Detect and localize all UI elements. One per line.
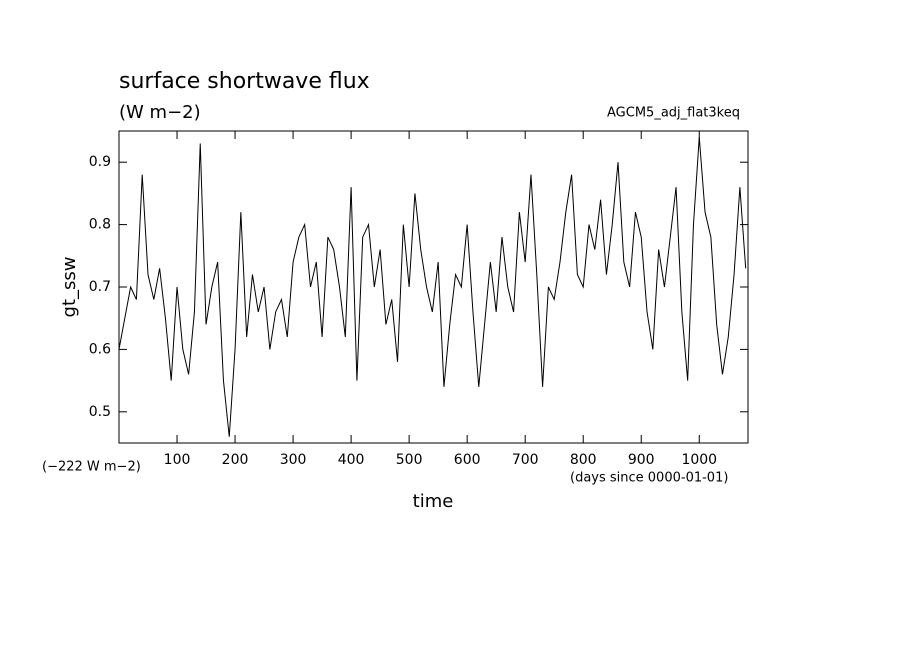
x-tick-label: 700 — [512, 452, 539, 468]
chart-subtitle: (W m−2) — [119, 102, 201, 123]
data-line — [118, 137, 747, 437]
y-tick-label: 0.6 — [89, 341, 111, 357]
x-tick-label: 300 — [280, 452, 307, 468]
x-tick-label: 900 — [628, 452, 655, 468]
x-unit-note: (days since 0000-01-01) — [570, 471, 728, 486]
x-axis-label: time — [413, 491, 454, 512]
y-tick-label: 0.5 — [89, 404, 111, 420]
x-tick-label: 800 — [570, 452, 597, 468]
x-tick-label: 1000 — [681, 452, 717, 468]
x-tick-label: 100 — [164, 452, 191, 468]
y-tick-label: 0.7 — [89, 279, 111, 295]
y-tick-label: 0.9 — [89, 154, 111, 170]
y-tick-label: 0.8 — [89, 217, 111, 233]
x-tick-label: 200 — [222, 452, 249, 468]
x-tick-label: 400 — [338, 452, 365, 468]
annotation: AGCM5_adj_flat3keq — [607, 106, 740, 121]
y-axis-label: gt_ssw — [59, 257, 80, 318]
x-tick-label: 600 — [454, 452, 481, 468]
offset-note: (−222 W m−2) — [42, 460, 141, 475]
chart-title: surface shortwave flux — [119, 69, 370, 94]
x-tick-label: 500 — [396, 452, 423, 468]
